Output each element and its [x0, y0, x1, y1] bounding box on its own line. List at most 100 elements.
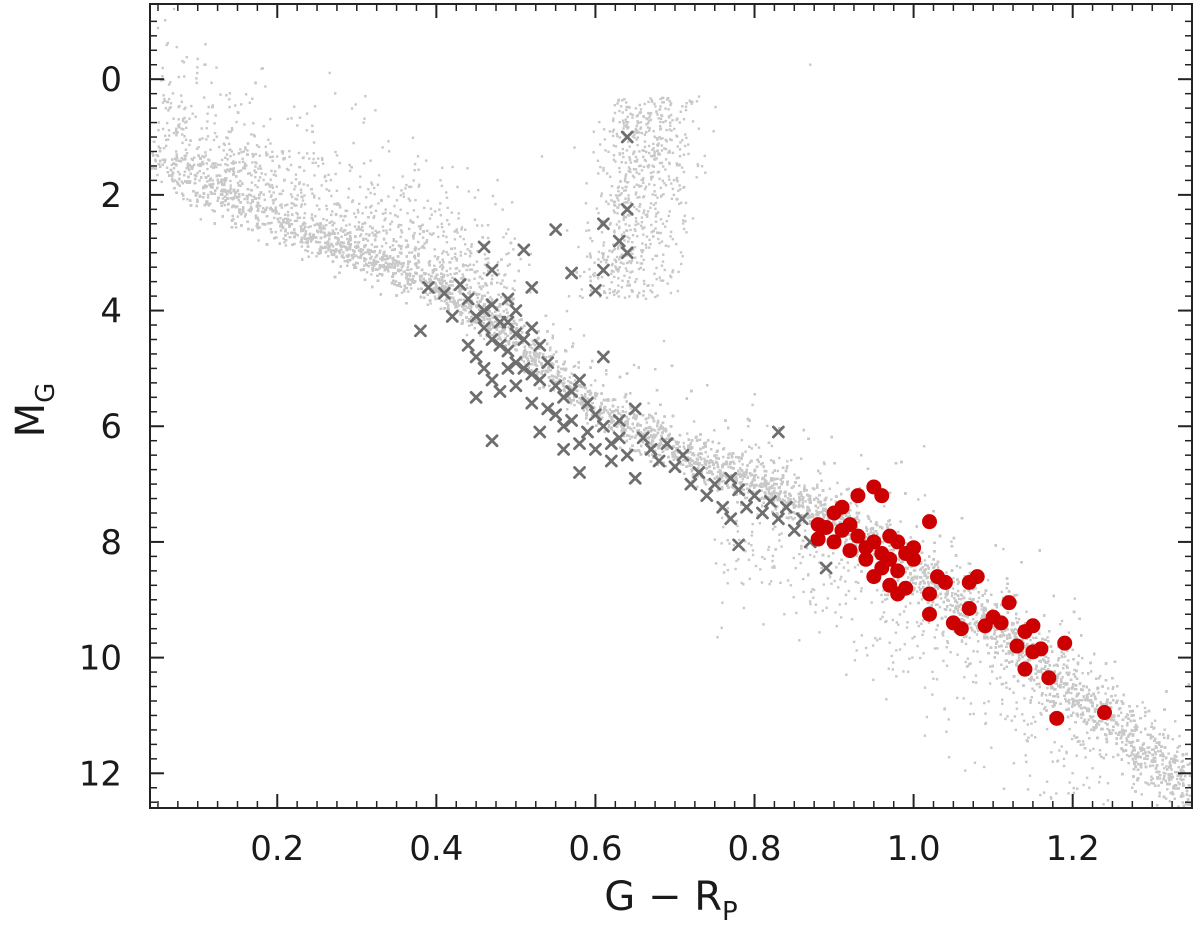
- background-star-dot: [706, 471, 709, 474]
- background-star-dot: [282, 237, 285, 240]
- background-star-dot: [461, 311, 464, 315]
- background-star-dot: [944, 596, 947, 599]
- background-star-dot: [980, 617, 983, 620]
- background-star-dot: [1048, 692, 1052, 696]
- background-star-dot: [751, 403, 754, 407]
- background-star-dot: [936, 596, 939, 599]
- background-star-dot: [1068, 698, 1071, 702]
- background-star-dot: [1143, 706, 1147, 710]
- background-star-dot: [1063, 655, 1067, 658]
- background-star-dot: [211, 186, 214, 189]
- background-star-dot: [352, 263, 355, 266]
- background-star-dot: [1164, 797, 1168, 800]
- background-star-dot: [569, 402, 573, 405]
- background-star-dot: [280, 206, 284, 209]
- background-star-dot: [722, 474, 726, 477]
- background-star-dot: [1126, 714, 1130, 717]
- background-star-dot: [722, 455, 725, 459]
- background-star-dot: [713, 454, 716, 458]
- background-star-dot: [311, 251, 314, 255]
- background-star-dot: [1056, 676, 1060, 679]
- background-star-dot: [1079, 682, 1082, 685]
- background-star-dot: [457, 299, 460, 302]
- background-star-dot: [1121, 725, 1124, 728]
- background-star-dot: [357, 221, 361, 224]
- background-star-dot: [1029, 639, 1032, 642]
- background-star-dot: [956, 589, 960, 593]
- background-star-dot: [742, 471, 746, 474]
- background-star-dot: [1144, 781, 1147, 784]
- background-star-dot: [993, 628, 996, 631]
- background-star-dot: [293, 242, 296, 246]
- background-star-dot: [239, 179, 242, 183]
- background-star-dot: [1035, 636, 1038, 639]
- background-star-dot: [972, 618, 975, 621]
- background-star-dot: [1174, 759, 1177, 762]
- background-star-dot: [233, 194, 237, 197]
- background-star-dot: [1152, 758, 1155, 761]
- background-star-dot: [1161, 763, 1164, 766]
- background-star-dot: [716, 489, 719, 492]
- background-star-dot: [309, 240, 313, 243]
- background-star-dot: [459, 313, 462, 316]
- background-star-dot: [741, 463, 744, 466]
- background-star-dot: [778, 456, 781, 460]
- background-star-dot: [445, 298, 448, 302]
- background-star-dot: [560, 367, 563, 370]
- background-star-dot: [1140, 749, 1143, 753]
- background-star-dot: [592, 409, 596, 413]
- background-star-dot: [809, 499, 812, 502]
- background-star-dot: [304, 249, 307, 252]
- background-star-dot: [160, 180, 163, 184]
- background-star-dot: [177, 170, 180, 174]
- background-star-dot: [635, 433, 639, 437]
- background-star-dot: [624, 410, 627, 414]
- background-star-dot: [270, 221, 273, 225]
- background-star-dot: [913, 569, 917, 572]
- background-star-dot: [638, 450, 641, 453]
- background-star-dot: [342, 251, 345, 254]
- background-star-dot: [865, 535, 868, 539]
- background-star-dot: [1080, 713, 1083, 716]
- background-star-dot: [1114, 694, 1117, 697]
- background-stars-layer: [150, 7, 1192, 809]
- background-star-dot: [819, 504, 822, 507]
- background-star-dot: [1021, 638, 1024, 641]
- background-star-dot: [1176, 759, 1179, 762]
- background-star-dot: [224, 179, 228, 182]
- background-star-dot: [909, 536, 912, 539]
- background-star-dot: [1046, 687, 1049, 690]
- background-star-dot: [308, 233, 311, 236]
- background-star-dot: [620, 430, 623, 433]
- background-star-dot: [403, 290, 406, 293]
- background-star-dot: [856, 550, 859, 553]
- background-star-dot: [1120, 711, 1123, 714]
- background-star-dot: [923, 494, 927, 497]
- background-star-dot: [917, 586, 921, 589]
- background-star-dot: [732, 477, 736, 480]
- background-star-dot: [672, 453, 675, 456]
- background-star-dot: [776, 492, 779, 495]
- background-star-dot: [757, 476, 760, 479]
- background-star-dot: [804, 500, 807, 503]
- background-star-dot: [1165, 756, 1168, 759]
- background-star-dot: [659, 438, 662, 442]
- background-star-dot: [261, 207, 265, 210]
- background-star-dot: [760, 489, 763, 492]
- background-star-dot: [811, 487, 815, 490]
- background-star-dot: [502, 321, 505, 325]
- background-star-dot: [467, 292, 470, 295]
- background-star-dot: [1097, 677, 1101, 680]
- background-star-dot: [1156, 777, 1159, 780]
- background-star-dot: [1177, 766, 1180, 769]
- background-star-dot: [912, 589, 915, 592]
- background-star-dot: [1126, 721, 1129, 725]
- background-star-dot: [176, 180, 179, 184]
- background-star-dot: [1072, 711, 1075, 714]
- background-star-dot: [882, 589, 885, 592]
- background-star-dot: [1099, 674, 1102, 678]
- background-star-dot: [554, 380, 557, 384]
- background-star-dot: [337, 237, 340, 240]
- background-star-dot: [422, 277, 426, 280]
